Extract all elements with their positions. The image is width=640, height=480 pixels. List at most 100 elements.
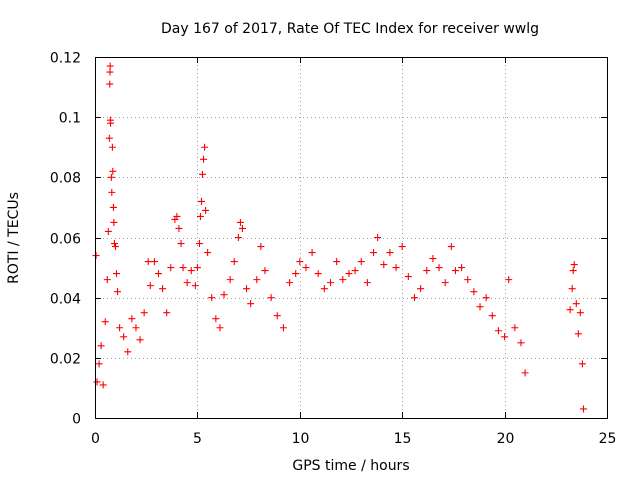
- data-point: [253, 276, 261, 284]
- data-point: [417, 285, 425, 293]
- data-point: [363, 279, 371, 287]
- data-point: [99, 381, 107, 389]
- data-point: [410, 294, 418, 302]
- data-point: [261, 267, 269, 275]
- data-point: [197, 197, 205, 205]
- data-point: [163, 309, 171, 317]
- data-point: [132, 324, 140, 332]
- data-point: [111, 243, 119, 251]
- grid: [95, 57, 607, 418]
- data-point: [292, 270, 300, 278]
- data-point: [447, 243, 455, 251]
- data-point: [95, 360, 103, 368]
- data-point: [351, 267, 359, 275]
- data-point: [104, 227, 112, 235]
- y-tick-label: 0.08: [50, 171, 81, 187]
- data-point: [569, 267, 577, 275]
- data-point: [108, 143, 116, 151]
- data-point: [320, 285, 328, 293]
- data-point: [208, 294, 216, 302]
- data-point: [106, 62, 114, 70]
- data-point: [345, 270, 353, 278]
- data-point: [150, 258, 158, 266]
- data-point: [110, 240, 118, 248]
- data-point: [113, 270, 121, 278]
- data-point: [202, 206, 210, 214]
- data-point: [124, 348, 132, 356]
- data-point: [404, 273, 412, 281]
- data-point: [193, 264, 201, 272]
- data-point: [501, 333, 509, 341]
- data-point: [191, 282, 199, 290]
- data-point: [212, 315, 220, 323]
- x-tick-label: 5: [193, 431, 202, 447]
- data-point: [103, 276, 111, 284]
- data-point: [273, 312, 281, 320]
- data-point: [308, 249, 316, 257]
- y-tick-label: 0.1: [59, 111, 81, 127]
- data-point: [392, 264, 400, 272]
- data-point: [441, 279, 449, 287]
- data-point: [429, 255, 437, 263]
- data-point: [230, 258, 238, 266]
- data-point: [314, 270, 322, 278]
- data-point: [234, 234, 242, 241]
- data-point: [327, 279, 335, 287]
- data-point: [216, 324, 224, 332]
- y-tick-label: 0: [72, 412, 81, 428]
- data-point: [101, 318, 109, 326]
- data-point: [106, 80, 114, 88]
- data-point: [136, 336, 144, 344]
- x-tick-label: 20: [497, 431, 515, 447]
- data-point: [476, 303, 484, 311]
- data-point: [128, 315, 136, 323]
- data-point: [116, 324, 124, 332]
- data-point: [187, 267, 195, 275]
- data-point: [451, 267, 459, 275]
- data-point: [199, 170, 207, 178]
- data-point: [107, 119, 115, 127]
- data-point: [108, 188, 116, 196]
- data-point: [386, 249, 394, 257]
- data-point: [114, 288, 122, 296]
- data-point: [286, 279, 294, 287]
- data-point: [464, 276, 472, 284]
- data-point: [167, 264, 175, 272]
- data-point: [267, 294, 275, 302]
- data-point: [154, 270, 162, 278]
- data-point: [257, 243, 265, 251]
- data-point: [159, 285, 167, 293]
- data-point: [482, 294, 490, 302]
- data-points: [92, 62, 587, 413]
- data-point: [110, 218, 118, 226]
- data-point: [435, 264, 443, 272]
- data-point: [106, 68, 114, 76]
- data-point: [357, 258, 365, 266]
- data-point: [177, 240, 185, 248]
- data-point: [220, 291, 228, 299]
- data-point: [458, 264, 466, 272]
- data-point: [494, 327, 502, 335]
- data-point: [517, 339, 525, 347]
- data-point: [511, 324, 519, 332]
- data-point: [521, 369, 529, 377]
- data-point: [109, 203, 117, 211]
- data-point: [93, 378, 101, 386]
- y-axis-label: ROTI / TECUs: [6, 192, 22, 284]
- data-point: [201, 143, 209, 151]
- data-point: [183, 279, 191, 287]
- data-point: [195, 240, 203, 248]
- data-point: [302, 264, 310, 272]
- data-point: [144, 258, 152, 266]
- data-point: [572, 300, 580, 308]
- data-point: [566, 306, 574, 314]
- x-tick-label: 10: [292, 431, 310, 447]
- data-point: [505, 276, 513, 284]
- data-point: [578, 360, 586, 368]
- data-point: [488, 312, 496, 320]
- data-point: [579, 405, 587, 413]
- y-tick-label: 0.04: [50, 292, 81, 308]
- data-point: [97, 342, 105, 350]
- data-point: [92, 252, 100, 260]
- data-point: [470, 288, 478, 296]
